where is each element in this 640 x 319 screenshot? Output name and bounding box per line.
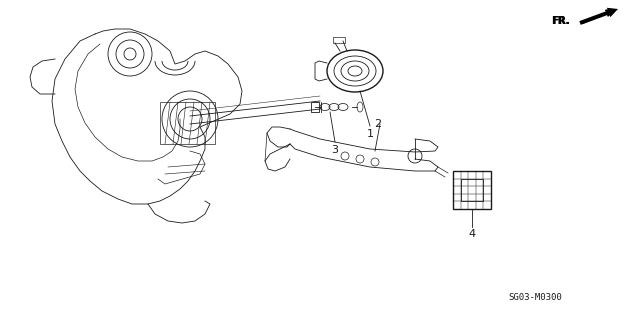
Bar (311, 102, 319, 112)
Text: 3: 3 (332, 145, 339, 155)
Text: 2: 2 (374, 119, 381, 129)
Bar (160, 102, 215, 144)
Text: SG03-M0300: SG03-M0300 (508, 293, 562, 301)
Text: FR.: FR. (551, 16, 569, 26)
Text: 4: 4 (468, 229, 476, 239)
Text: 1: 1 (367, 129, 374, 139)
Text: FR.: FR. (552, 16, 570, 26)
Polygon shape (579, 8, 618, 25)
Bar (461, 179, 483, 201)
Bar (333, 37, 345, 43)
Bar (453, 171, 491, 209)
